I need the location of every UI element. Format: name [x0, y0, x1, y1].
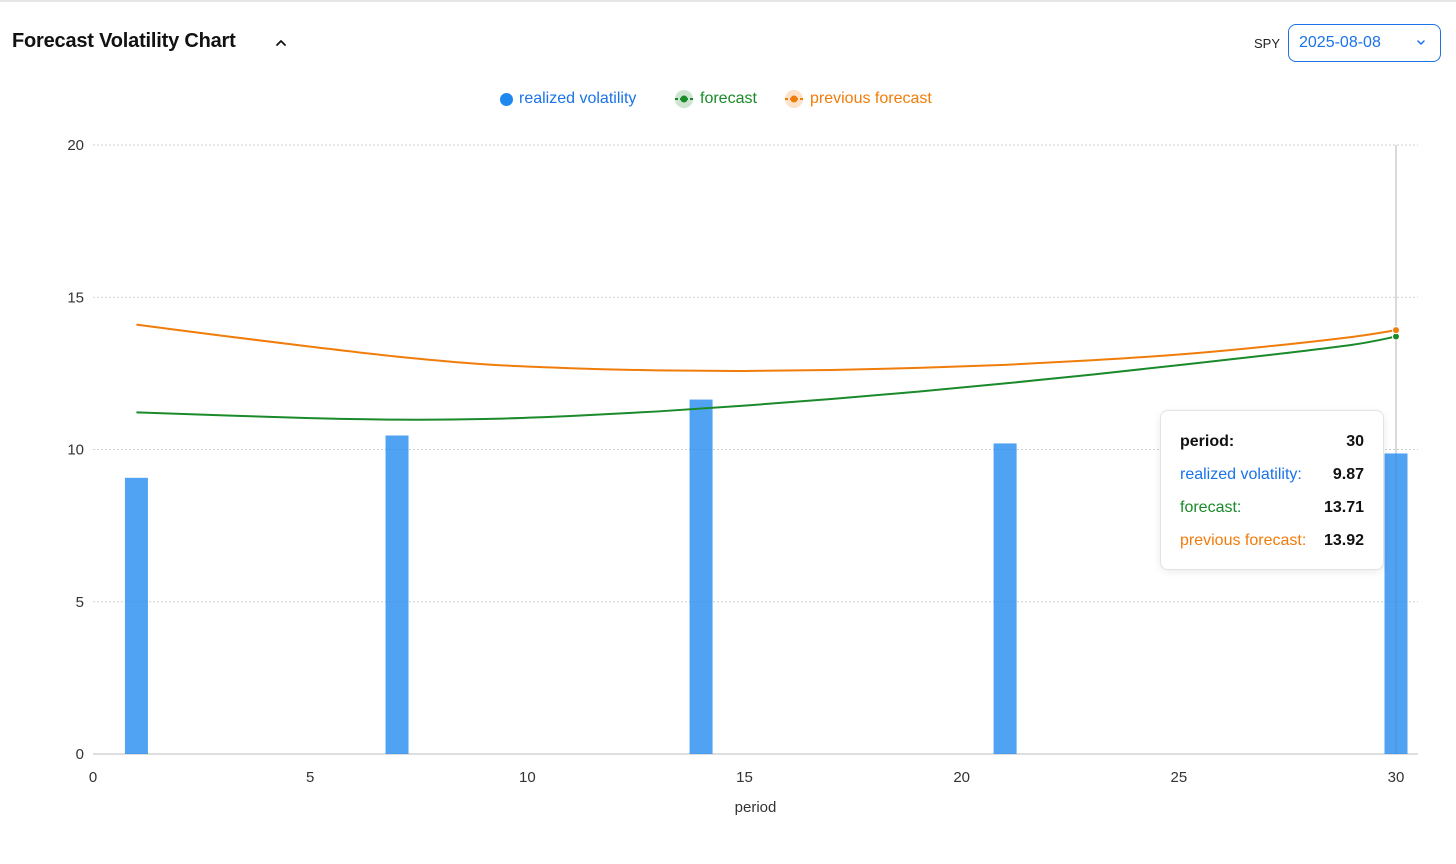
- x-tick-label: 25: [1170, 769, 1187, 786]
- tooltip-row-realized-volatility: realized volatility: 9.87: [1180, 458, 1364, 491]
- tooltip-row-forecast: forecast: 13.71: [1180, 491, 1364, 524]
- y-tick-label: 10: [67, 442, 84, 459]
- chevron-up-icon: [276, 40, 286, 46]
- y-tick-label: 5: [76, 594, 84, 611]
- bar-realized-volatility: [385, 435, 409, 754]
- chart-tooltip: period: 30 realized volatility: 9.87 for…: [1160, 410, 1384, 570]
- legend-item-previous-forecast[interactable]: previous forecast: [784, 88, 932, 110]
- legend-label: previous forecast: [810, 90, 932, 107]
- line-previous-forecast: [136, 323, 1397, 372]
- x-tick-label: 20: [953, 769, 970, 786]
- chart-title: Forecast Volatility Chart: [12, 30, 236, 52]
- chart-legend: realized volatility forecast previous fo…: [0, 88, 1456, 112]
- tooltip-value: 13.71: [1323, 499, 1364, 516]
- tooltip-row-previous-forecast: previous forecast: 13.92: [1180, 524, 1364, 557]
- x-tick-label: 10: [519, 769, 536, 786]
- x-tick-label: 5: [306, 769, 314, 786]
- date-select-value: 2025-08-08: [1299, 34, 1381, 51]
- tooltip-key: realized volatility:: [1180, 466, 1302, 483]
- tooltip-key: period:: [1180, 433, 1235, 450]
- legend-label: forecast: [700, 90, 757, 107]
- tooltip-value: 30: [1346, 433, 1364, 450]
- x-tick-label: 15: [736, 769, 753, 786]
- line-forecast: [136, 335, 1397, 421]
- legend-item-forecast[interactable]: forecast: [674, 88, 757, 110]
- x-axis-label: period: [735, 799, 777, 816]
- bar-realized-volatility: [1384, 453, 1408, 754]
- forecast-legend-icon: [675, 90, 693, 108]
- bar-realized-volatility: [993, 443, 1017, 754]
- collapse-button[interactable]: [270, 32, 292, 54]
- x-tick-label: 30: [1388, 769, 1405, 786]
- legend-item-realized-volatility[interactable]: realized volatility: [500, 88, 636, 110]
- y-tick-label: 0: [76, 746, 84, 763]
- tooltip-row-period: period: 30: [1180, 425, 1364, 458]
- ticker-label: SPY: [1253, 36, 1280, 51]
- tooltip-key: previous forecast:: [1180, 532, 1307, 549]
- legend-label: realized volatility: [519, 90, 637, 107]
- x-tick-label: 0: [89, 769, 97, 786]
- realized-volatility-legend-icon: [500, 92, 513, 106]
- tooltip-key: forecast:: [1180, 499, 1242, 516]
- bar-realized-volatility: [124, 477, 148, 754]
- bar-realized-volatility: [689, 399, 713, 754]
- chevron-down-icon: [1417, 40, 1425, 45]
- y-tick-label: 20: [67, 137, 84, 154]
- active-point-previous-forecast: [1392, 326, 1400, 335]
- previous-forecast-legend-icon: [785, 90, 803, 108]
- tooltip-value: 9.87: [1332, 466, 1364, 483]
- tooltip-value: 13.92: [1323, 532, 1364, 549]
- y-tick-label: 15: [67, 289, 84, 306]
- date-select[interactable]: 2025-08-08: [1288, 24, 1441, 62]
